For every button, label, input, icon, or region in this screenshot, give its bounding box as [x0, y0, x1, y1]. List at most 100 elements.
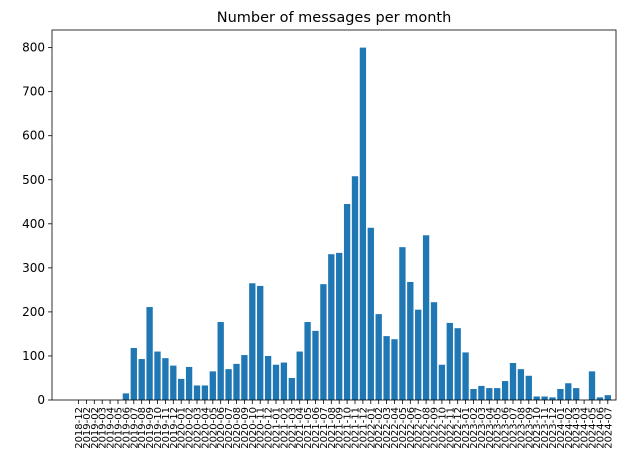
bar — [304, 322, 311, 400]
y-axis: 0 100 200 300 400 500 600 700 800 — [22, 41, 52, 407]
x-tick-label: 2021-04 — [295, 407, 306, 449]
x-tick-label: 2022-01 — [366, 407, 377, 449]
bar — [470, 388, 477, 400]
bar — [296, 351, 303, 400]
bar — [509, 363, 517, 400]
x-tick-label: 2022-08 — [422, 407, 433, 449]
x-axis: 2018-122019-022019-022019-032019-042019-… — [74, 400, 614, 449]
x-tick-label: 2022-09 — [430, 407, 441, 449]
bar — [391, 339, 398, 400]
bar — [320, 284, 327, 400]
x-tick-label: 2021-08 — [327, 407, 338, 449]
bar — [328, 254, 335, 400]
x-tick-label: 2021-12 — [358, 407, 369, 449]
x-tick-label: 2023-06 — [501, 407, 512, 449]
x-tick-label: 2024-05 — [588, 407, 599, 449]
x-tick-label: 2023-02 — [469, 407, 480, 449]
x-tick-label: 2020-10 — [248, 407, 259, 449]
bar — [249, 283, 256, 400]
x-tick-label: 2023-07 — [509, 407, 520, 449]
bar — [193, 385, 201, 400]
x-tick-label: 2018-12 — [74, 407, 85, 449]
bar — [312, 330, 319, 400]
x-tick-label: 2019-12 — [169, 407, 180, 449]
bar — [604, 395, 611, 400]
y-tick-label: 0 — [37, 393, 45, 407]
x-tick-label: 2019-03 — [98, 407, 109, 449]
bar — [122, 393, 130, 400]
x-tick-label: 2022-06 — [406, 407, 417, 449]
x-tick-label: 2024-02 — [564, 407, 575, 449]
x-tick-label: 2024-01 — [556, 407, 567, 449]
x-tick-label: 2022-12 — [453, 407, 464, 449]
bar — [367, 227, 374, 400]
y-tick-label: 800 — [22, 41, 45, 55]
x-tick-label: 2020-06 — [216, 407, 227, 449]
x-tick-label: 2022-05 — [398, 407, 409, 449]
y-tick-label: 400 — [22, 217, 45, 231]
y-tick-label: 700 — [22, 85, 45, 99]
bar — [138, 359, 145, 400]
x-tick-label: 2024-04 — [580, 407, 591, 449]
x-tick-label: 2020-08 — [232, 407, 243, 449]
x-tick-label: 2022-04 — [390, 407, 401, 449]
bar — [375, 314, 382, 400]
x-tick-label: 2019-07 — [129, 407, 140, 449]
bar — [130, 348, 137, 400]
bar — [336, 252, 343, 400]
bar — [565, 383, 572, 400]
bar — [486, 388, 493, 400]
x-tick-label: 2021-02 — [279, 407, 290, 449]
x-tick-label: 2021-07 — [319, 407, 330, 449]
bar — [573, 388, 580, 400]
x-tick-label: 2024-07 — [603, 407, 614, 449]
x-tick-label: 2022-10 — [437, 407, 448, 449]
x-tick-label: 2021-11 — [351, 407, 362, 449]
bar — [233, 363, 240, 400]
x-tick-label: 2021-06 — [311, 407, 322, 449]
x-tick-label: 2021-10 — [343, 407, 354, 449]
x-tick-label: 2019-08 — [137, 407, 148, 449]
bar — [541, 396, 548, 400]
x-tick-label: 2020-07 — [224, 407, 235, 449]
x-tick-label: 2023-11 — [540, 407, 551, 449]
x-tick-label: 2022-11 — [445, 407, 456, 449]
x-tick-label: 2023-08 — [516, 407, 527, 449]
bar — [359, 47, 367, 400]
bar — [272, 364, 280, 400]
bar — [478, 385, 485, 400]
x-tick-label: 2022-03 — [382, 407, 393, 449]
x-tick-label: 2023-01 — [461, 407, 472, 449]
x-tick-label: 2019-06 — [121, 407, 132, 449]
bar — [407, 281, 414, 400]
bar — [588, 371, 596, 400]
x-tick-label: 2023-09 — [524, 407, 535, 449]
x-tick-label: 2023-04 — [485, 407, 496, 449]
plot-frame — [51, 29, 617, 401]
bar — [201, 385, 209, 400]
x-tick-label: 2022-07 — [414, 407, 425, 449]
x-tick-label: 2023-12 — [548, 407, 559, 449]
x-tick-label: 2020-03 — [193, 407, 204, 449]
bar — [415, 309, 422, 400]
x-tick-label: 2024-06 — [595, 407, 606, 449]
x-tick-label: 2023-03 — [477, 407, 488, 449]
bar — [288, 377, 295, 400]
bar — [430, 302, 438, 400]
bar — [557, 388, 564, 400]
bar — [209, 371, 216, 400]
bar — [517, 369, 525, 400]
x-tick-label: 2019-02 — [82, 407, 93, 449]
x-tick-label: 2019-02 — [90, 407, 101, 449]
x-tick-label: 2019-10 — [153, 407, 164, 449]
x-tick-label: 2019-11 — [161, 407, 172, 449]
x-tick-label: 2020-11 — [256, 407, 267, 449]
x-tick-label: 2020-09 — [240, 407, 251, 449]
bar — [257, 285, 264, 400]
bar — [549, 397, 556, 400]
y-tick-label: 600 — [22, 129, 45, 143]
bar — [217, 322, 224, 400]
x-tick-label: 2021-09 — [335, 407, 346, 449]
x-tick-label: 2024-03 — [572, 407, 583, 449]
